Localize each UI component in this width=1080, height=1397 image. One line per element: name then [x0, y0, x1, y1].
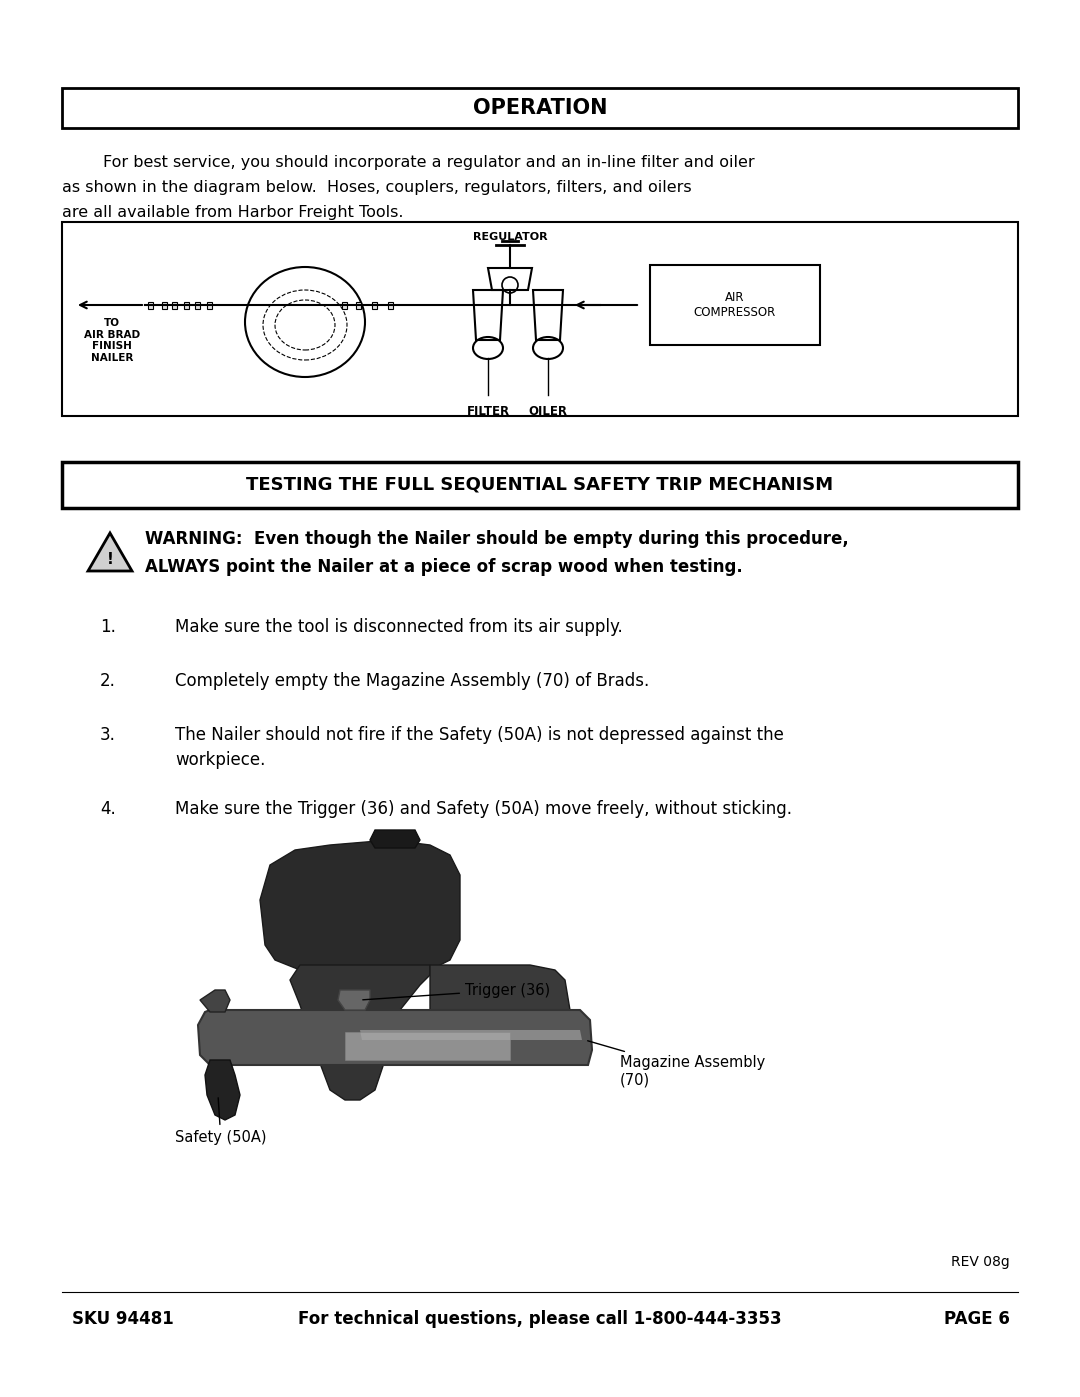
Text: Make sure the tool is disconnected from its air supply.: Make sure the tool is disconnected from … — [175, 617, 623, 636]
Text: The Nailer should not fire if the Safety (50A) is not depressed against the: The Nailer should not fire if the Safety… — [175, 726, 784, 745]
Text: PAGE 6: PAGE 6 — [944, 1310, 1010, 1329]
Bar — [388, 302, 393, 309]
Bar — [184, 302, 189, 309]
Text: 3.: 3. — [100, 726, 116, 745]
Polygon shape — [338, 990, 370, 1010]
Text: are all available from Harbor Freight Tools.: are all available from Harbor Freight To… — [62, 205, 404, 219]
Text: as shown in the diagram below.  Hoses, couplers, regulators, filters, and oilers: as shown in the diagram below. Hoses, co… — [62, 180, 691, 196]
Text: FILTER: FILTER — [467, 405, 510, 418]
Text: Make sure the Trigger (36) and Safety (50A) move freely, without sticking.: Make sure the Trigger (36) and Safety (5… — [175, 800, 792, 819]
Text: OPERATION: OPERATION — [473, 98, 607, 117]
Polygon shape — [260, 840, 460, 975]
Polygon shape — [370, 830, 420, 848]
Polygon shape — [205, 1060, 240, 1120]
Text: For technical questions, please call 1-800-444-3353: For technical questions, please call 1-8… — [298, 1310, 782, 1329]
Text: !: ! — [107, 552, 113, 567]
Bar — [356, 302, 361, 309]
Polygon shape — [200, 990, 230, 1011]
Bar — [345, 1032, 510, 1060]
Text: Magazine Assembly
(70): Magazine Assembly (70) — [588, 1041, 766, 1087]
Bar — [162, 302, 167, 309]
Polygon shape — [360, 1030, 582, 1039]
Text: Safety (50A): Safety (50A) — [175, 1098, 267, 1146]
Polygon shape — [291, 965, 430, 1099]
Text: TESTING THE FULL SEQUENTIAL SAFETY TRIP MECHANISM: TESTING THE FULL SEQUENTIAL SAFETY TRIP … — [246, 476, 834, 495]
Bar — [172, 302, 177, 309]
FancyBboxPatch shape — [650, 265, 820, 345]
Text: 1.: 1. — [100, 617, 116, 636]
Text: Completely empty the Magazine Assembly (70) of Brads.: Completely empty the Magazine Assembly (… — [175, 672, 649, 690]
Text: Trigger (36): Trigger (36) — [363, 982, 550, 1000]
Text: TO
AIR BRAD
FINISH
NAILER: TO AIR BRAD FINISH NAILER — [84, 319, 140, 363]
Text: SKU 94481: SKU 94481 — [72, 1310, 174, 1329]
FancyBboxPatch shape — [62, 462, 1018, 509]
Text: For best service, you should incorporate a regulator and an in-line filter and o: For best service, you should incorporate… — [62, 155, 755, 170]
Text: 2.: 2. — [100, 672, 116, 690]
Text: 4.: 4. — [100, 800, 116, 819]
Text: AIR
COMPRESSOR: AIR COMPRESSOR — [693, 291, 777, 319]
Polygon shape — [198, 1010, 592, 1065]
Text: workpiece.: workpiece. — [175, 752, 266, 768]
Polygon shape — [87, 534, 132, 571]
Bar — [148, 302, 153, 309]
Polygon shape — [430, 965, 570, 1010]
FancyBboxPatch shape — [62, 88, 1018, 129]
Text: OILER: OILER — [528, 405, 567, 418]
Bar — [342, 302, 347, 309]
Text: WARNING:  Even though the Nailer should be empty during this procedure,: WARNING: Even though the Nailer should b… — [145, 529, 849, 548]
Text: ALWAYS point the Nailer at a piece of scrap wood when testing.: ALWAYS point the Nailer at a piece of sc… — [145, 557, 743, 576]
Text: REGULATOR: REGULATOR — [473, 232, 548, 242]
Bar — [207, 302, 212, 309]
Bar — [372, 302, 377, 309]
Bar — [195, 302, 200, 309]
Text: REV 08g: REV 08g — [951, 1255, 1010, 1268]
FancyBboxPatch shape — [62, 222, 1018, 416]
